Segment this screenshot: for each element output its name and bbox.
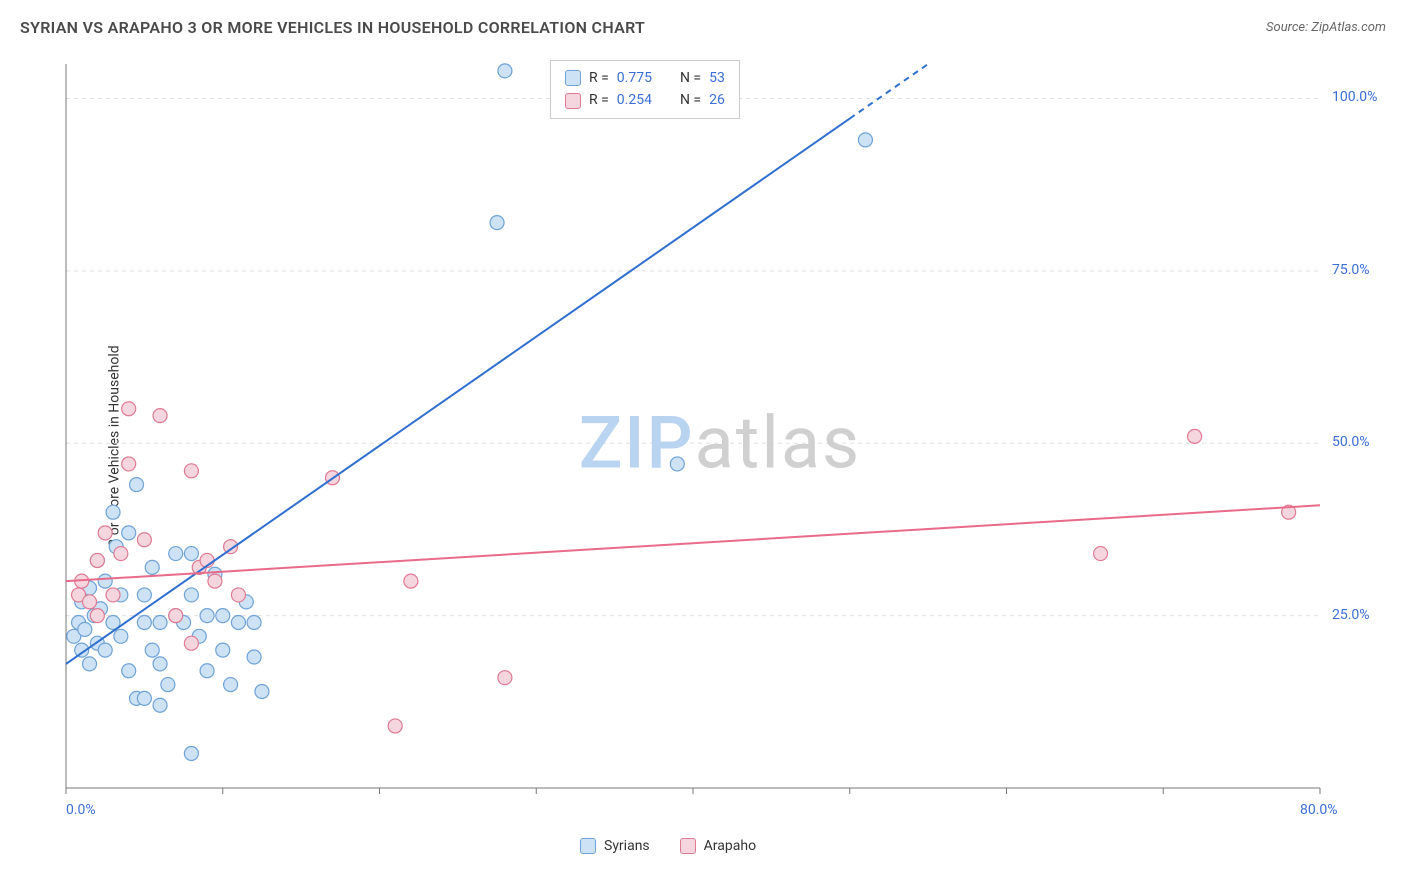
data-point	[145, 643, 159, 657]
data-point	[153, 616, 167, 630]
trend-line	[66, 505, 1320, 581]
data-point	[404, 574, 418, 588]
data-point	[231, 588, 245, 602]
data-point	[200, 664, 214, 678]
data-point	[114, 629, 128, 643]
legend-swatch	[565, 93, 581, 109]
trend-line	[66, 119, 850, 664]
data-point	[216, 609, 230, 623]
legend-r-label: R =	[589, 67, 609, 89]
legend-n-label: N =	[680, 89, 701, 111]
tick-label: 100.0%	[1332, 89, 1377, 105]
data-point	[137, 588, 151, 602]
data-point	[1188, 429, 1202, 443]
tick-label: 25.0%	[1332, 607, 1370, 623]
data-point	[161, 678, 175, 692]
data-point	[122, 664, 136, 678]
data-point	[184, 547, 198, 561]
data-point	[122, 457, 136, 471]
data-point	[184, 747, 198, 761]
data-point	[498, 671, 512, 685]
data-point	[137, 616, 151, 630]
data-point	[388, 719, 402, 733]
data-point	[490, 216, 504, 230]
data-point	[122, 402, 136, 416]
data-point	[83, 595, 97, 609]
data-point	[255, 684, 269, 698]
data-point	[83, 657, 97, 671]
chart-title: SYRIAN VS ARAPAHO 3 OR MORE VEHICLES IN …	[20, 18, 645, 37]
data-point	[90, 553, 104, 567]
data-point	[498, 64, 512, 78]
correlation-legend: R = 0.775 N = 53 R = 0.254 N = 26	[550, 60, 740, 119]
legend-swatch	[680, 838, 696, 854]
legend-label: Syrians	[604, 838, 650, 854]
data-point	[122, 526, 136, 540]
data-point	[216, 643, 230, 657]
data-point	[98, 574, 112, 588]
legend-n-label: N =	[680, 67, 701, 89]
data-point	[137, 691, 151, 705]
data-point	[231, 616, 245, 630]
legend-row: R = 0.254 N = 26	[565, 89, 725, 111]
data-point	[153, 657, 167, 671]
data-point	[78, 622, 92, 636]
legend-r-value: 0.254	[617, 89, 652, 111]
series-legend: Syrians Arapaho	[580, 838, 756, 854]
data-point	[184, 636, 198, 650]
data-point	[169, 609, 183, 623]
legend-swatch	[580, 838, 596, 854]
tick-label: 80.0%	[1300, 802, 1338, 818]
data-point	[169, 547, 183, 561]
source-text: Source: ZipAtlas.com	[1266, 20, 1386, 35]
data-point	[153, 409, 167, 423]
legend-n-value: 53	[709, 67, 725, 89]
data-point	[130, 478, 144, 492]
title-bar: SYRIAN VS ARAPAHO 3 OR MORE VEHICLES IN …	[20, 18, 1386, 37]
data-point	[247, 616, 261, 630]
legend-r-label: R =	[589, 89, 609, 111]
data-point	[145, 560, 159, 574]
data-point	[247, 650, 261, 664]
data-point	[114, 547, 128, 561]
tick-label: 50.0%	[1332, 434, 1370, 450]
data-point	[98, 526, 112, 540]
data-point	[184, 464, 198, 478]
legend-item: Syrians	[580, 838, 650, 854]
data-point	[153, 698, 167, 712]
legend-swatch	[565, 70, 581, 86]
legend-item: Arapaho	[680, 838, 756, 854]
data-point	[137, 533, 151, 547]
scatter-chart	[60, 58, 1380, 828]
data-point	[106, 505, 120, 519]
data-point	[200, 609, 214, 623]
trend-line-dashed	[850, 64, 928, 119]
legend-r-value: 0.775	[617, 67, 652, 89]
legend-label: Arapaho	[704, 838, 756, 854]
legend-row: R = 0.775 N = 53	[565, 67, 725, 89]
data-point	[858, 133, 872, 147]
data-point	[184, 588, 198, 602]
data-point	[1094, 547, 1108, 561]
data-point	[106, 588, 120, 602]
data-point	[90, 609, 104, 623]
data-point	[224, 678, 238, 692]
tick-label: 0.0%	[66, 802, 96, 818]
data-point	[670, 457, 684, 471]
data-point	[98, 643, 112, 657]
data-point	[208, 574, 222, 588]
tick-label: 75.0%	[1332, 262, 1370, 278]
legend-n-value: 26	[709, 89, 725, 111]
plot-area: ZIPatlas	[60, 58, 1380, 828]
